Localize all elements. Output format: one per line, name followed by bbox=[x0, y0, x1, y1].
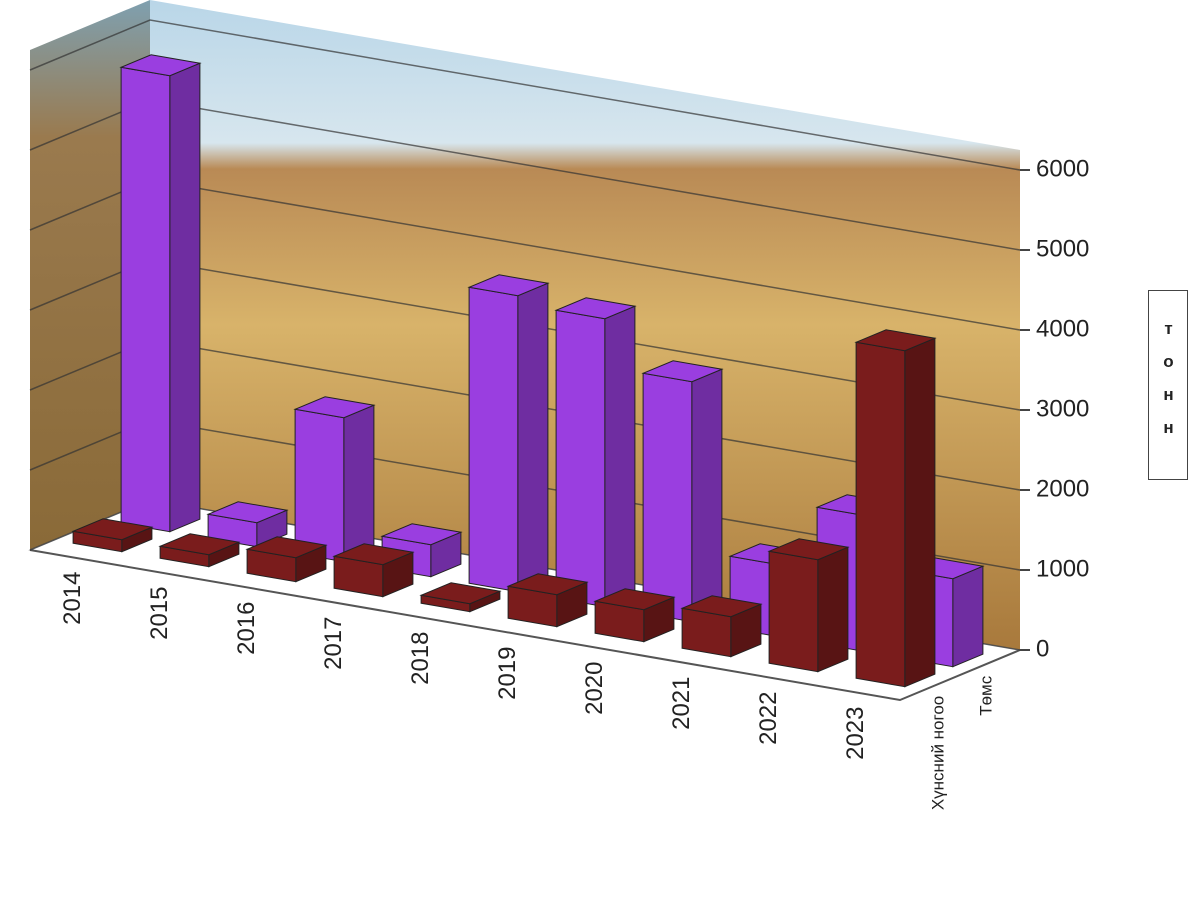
bar-side bbox=[904, 337, 936, 688]
bar bbox=[593, 588, 676, 643]
bar-top bbox=[641, 360, 724, 383]
bar bbox=[71, 518, 154, 553]
bar-side bbox=[517, 282, 549, 593]
bar-top bbox=[332, 543, 415, 566]
x-tick-label: 2017 bbox=[320, 617, 347, 670]
x-tick-label: 2023 bbox=[842, 707, 869, 760]
labels: 0 1000 2000 3000 4000 5000 6000 2014 2015 2016 201… bbox=[59, 155, 1090, 810]
bar bbox=[767, 538, 850, 673]
category-axis bbox=[29, 549, 1021, 702]
legend-label: Төмс bbox=[976, 675, 995, 716]
bar-top bbox=[380, 523, 463, 546]
grid-line bbox=[29, 19, 1021, 171]
bar bbox=[641, 360, 724, 623]
bar-top bbox=[554, 297, 637, 320]
bar bbox=[206, 501, 289, 548]
x-tick-label: 2016 bbox=[233, 602, 260, 655]
y-tick-label: 5000 bbox=[1036, 235, 1089, 262]
bar-top bbox=[245, 536, 328, 559]
y-tick-label: 1000 bbox=[1036, 555, 1089, 582]
bar-top bbox=[419, 582, 502, 605]
bar-top bbox=[293, 396, 376, 419]
bar-front bbox=[294, 408, 345, 563]
bar bbox=[293, 396, 376, 563]
bar bbox=[554, 297, 637, 608]
bar-side bbox=[691, 368, 723, 623]
bar-front bbox=[855, 341, 906, 688]
bar-side bbox=[343, 404, 375, 563]
y-axis-title: тонн bbox=[1148, 290, 1188, 480]
bar bbox=[245, 536, 328, 583]
bar-top bbox=[206, 501, 289, 524]
bar-top bbox=[854, 329, 937, 352]
y-tick-label: 2000 bbox=[1036, 475, 1089, 502]
bar bbox=[854, 329, 937, 688]
bar-front bbox=[468, 286, 519, 593]
bar bbox=[119, 54, 202, 533]
x-tick-label: 2020 bbox=[581, 662, 608, 715]
bar-front bbox=[768, 550, 819, 673]
x-tick-label: 2019 bbox=[494, 647, 521, 700]
x-tick-label: 2021 bbox=[668, 677, 695, 730]
bar-side bbox=[604, 305, 636, 608]
bar bbox=[467, 274, 550, 593]
bar-top bbox=[119, 54, 202, 77]
x-tick-label: 2022 bbox=[755, 692, 782, 745]
bar-top bbox=[506, 573, 589, 596]
x-tick-label: 2014 bbox=[59, 572, 86, 625]
bar bbox=[419, 582, 502, 613]
x-tick-label: 2018 bbox=[407, 632, 434, 685]
y-tick-label: 6000 bbox=[1036, 155, 1089, 182]
bar bbox=[158, 533, 241, 568]
bar-front bbox=[642, 372, 693, 623]
bar-top bbox=[680, 595, 763, 618]
bar-side bbox=[952, 565, 984, 668]
y-tick-label: 0 bbox=[1036, 635, 1049, 662]
y-tick-label: 4000 bbox=[1036, 315, 1089, 342]
bar bbox=[506, 573, 589, 628]
legend-label: Хүнсний ногоо bbox=[928, 696, 947, 810]
y-tick-label: 3000 bbox=[1036, 395, 1089, 422]
bar-side bbox=[817, 546, 849, 673]
bar-top bbox=[467, 274, 550, 297]
bar-top bbox=[71, 518, 154, 541]
x-tick-label: 2015 bbox=[146, 587, 173, 640]
bar-top bbox=[767, 538, 850, 561]
bar-top bbox=[593, 588, 676, 611]
bar bbox=[332, 543, 415, 598]
bar-top bbox=[158, 533, 241, 556]
bar bbox=[680, 595, 763, 658]
bars bbox=[71, 54, 985, 688]
bar-front bbox=[555, 309, 606, 608]
bar-front bbox=[120, 66, 171, 533]
bar-side bbox=[169, 62, 201, 533]
